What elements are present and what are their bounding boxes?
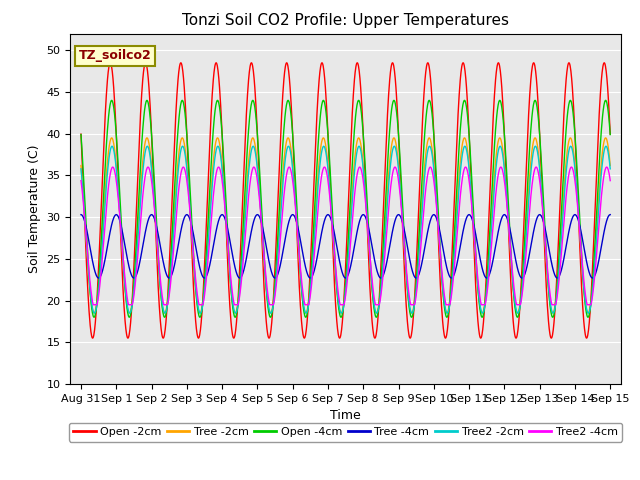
Tree2 -4cm	[77, 178, 85, 183]
Tree -4cm	[427, 216, 435, 222]
Tree -4cm	[514, 267, 522, 273]
Open -4cm	[298, 289, 306, 295]
Open -4cm	[606, 132, 614, 137]
Tree2 -4cm	[560, 218, 568, 224]
Tree2 -4cm	[285, 164, 293, 170]
Open -4cm	[560, 161, 568, 167]
Open -2cm	[560, 111, 568, 117]
Tree -4cm	[298, 246, 306, 252]
Tree -2cm	[515, 309, 522, 315]
Tree -2cm	[108, 135, 116, 141]
Open -2cm	[515, 324, 522, 329]
Tree -4cm	[95, 275, 102, 281]
Open -4cm	[427, 102, 435, 108]
Open -2cm	[606, 131, 614, 137]
Tree2 -2cm	[108, 144, 116, 149]
Tree2 -2cm	[285, 144, 293, 150]
Open -2cm	[285, 68, 292, 74]
Tree -4cm	[285, 218, 293, 224]
Line: Tree -2cm: Tree -2cm	[81, 138, 610, 313]
Open -2cm	[424, 60, 432, 66]
Tree2 -2cm	[298, 291, 306, 297]
Open -4cm	[549, 314, 557, 320]
Line: Tree -4cm: Tree -4cm	[81, 215, 610, 278]
Open -2cm	[77, 131, 85, 137]
Line: Open -4cm: Open -4cm	[81, 100, 610, 317]
Tree -2cm	[428, 141, 435, 146]
Tree2 -4cm	[606, 178, 614, 183]
Tree2 -4cm	[90, 302, 97, 308]
Open -2cm	[428, 85, 435, 91]
Tree -4cm	[560, 257, 568, 263]
Tree2 -2cm	[77, 166, 85, 172]
Tree2 -4cm	[515, 302, 522, 308]
Tree2 -2cm	[195, 307, 202, 312]
Tree -4cm	[77, 212, 85, 217]
Tree -2cm	[606, 163, 614, 168]
Tree -4cm	[606, 212, 614, 217]
Y-axis label: Soil Temperature (C): Soil Temperature (C)	[28, 144, 41, 273]
Open -4cm	[77, 132, 85, 137]
Open -2cm	[371, 335, 379, 341]
Open -4cm	[514, 314, 522, 320]
Tree -2cm	[285, 137, 293, 143]
Legend: Open -2cm, Tree -2cm, Open -4cm, Tree -4cm, Tree2 -2cm, Tree2 -4cm: Open -2cm, Tree -2cm, Open -4cm, Tree -4…	[69, 422, 622, 442]
Text: TZ_soilco2: TZ_soilco2	[79, 49, 152, 62]
Open -2cm	[298, 318, 305, 324]
Tree2 -2cm	[90, 310, 98, 316]
Tree -2cm	[195, 308, 202, 313]
Tree -2cm	[77, 163, 85, 168]
Open -2cm	[194, 335, 202, 340]
Line: Open -2cm: Open -2cm	[81, 63, 610, 338]
Tree -2cm	[90, 310, 98, 316]
Tree2 -4cm	[428, 165, 435, 171]
Tree -4cm	[195, 257, 202, 263]
Tree -2cm	[560, 187, 568, 192]
Tree2 -2cm	[606, 166, 614, 172]
X-axis label: Time: Time	[330, 409, 361, 422]
Line: Tree2 -2cm: Tree2 -2cm	[81, 146, 610, 313]
Tree2 -4cm	[298, 284, 306, 290]
Tree2 -4cm	[109, 164, 116, 170]
Open -4cm	[194, 307, 202, 313]
Open -4cm	[285, 99, 293, 105]
Title: Tonzi Soil CO2 Profile: Upper Temperatures: Tonzi Soil CO2 Profile: Upper Temperatur…	[182, 13, 509, 28]
Tree -2cm	[298, 294, 306, 300]
Tree2 -2cm	[560, 197, 568, 203]
Line: Tree2 -4cm: Tree2 -4cm	[81, 167, 610, 305]
Open -4cm	[284, 97, 292, 103]
Tree2 -2cm	[515, 310, 522, 315]
Tree2 -4cm	[195, 300, 202, 306]
Tree2 -2cm	[428, 147, 435, 153]
